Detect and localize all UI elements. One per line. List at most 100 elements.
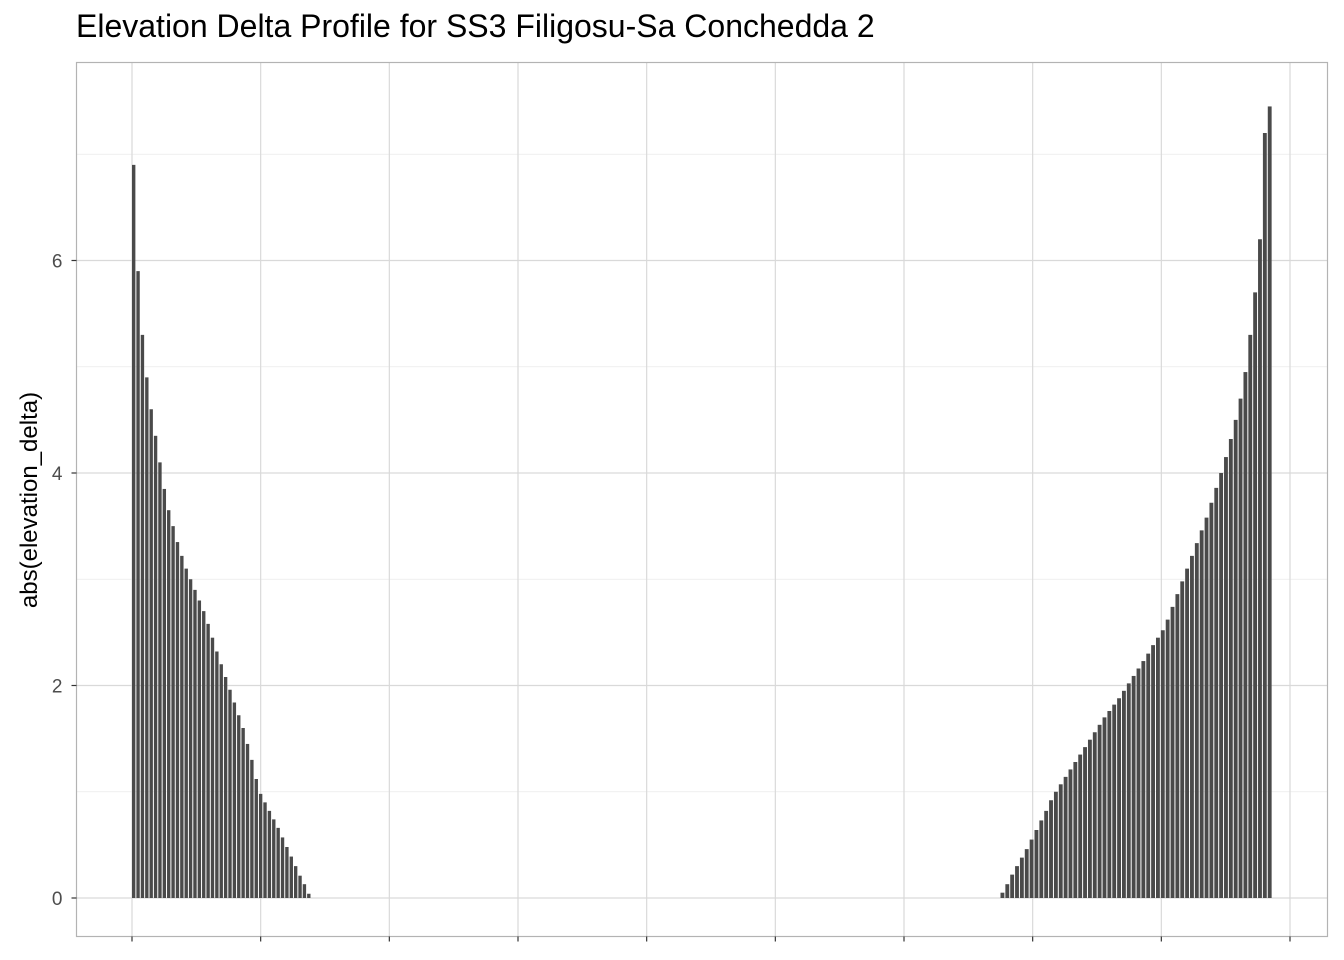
bar xyxy=(184,568,188,898)
bar xyxy=(1238,398,1243,898)
panel-border xyxy=(75,61,1329,938)
bar xyxy=(175,542,180,898)
bar xyxy=(250,759,254,898)
bar xyxy=(1146,653,1151,898)
bar xyxy=(1248,334,1253,898)
bar xyxy=(158,462,162,898)
bar xyxy=(1180,581,1185,898)
y-axis-title: abs(elevation_delta) xyxy=(16,392,43,608)
bar xyxy=(1068,769,1073,898)
bar xyxy=(1141,661,1146,898)
bar xyxy=(1190,555,1194,898)
bar xyxy=(298,875,302,898)
bar xyxy=(1000,892,1005,898)
bar xyxy=(1151,645,1156,898)
bar xyxy=(1160,630,1165,898)
bar xyxy=(1083,747,1087,898)
bar xyxy=(1078,754,1083,898)
bar xyxy=(1073,762,1078,898)
x-axis-ticks xyxy=(131,936,1291,942)
chart-title: Elevation Delta Profile for SS3 Filigosu… xyxy=(76,8,875,44)
bar xyxy=(1063,776,1068,898)
bar xyxy=(241,728,245,898)
bar xyxy=(267,810,272,898)
bar xyxy=(1165,619,1170,898)
bar xyxy=(1253,292,1258,898)
bar xyxy=(1121,690,1126,898)
y-tick-label: 2 xyxy=(52,677,63,698)
bar xyxy=(1131,675,1136,898)
y-tick-label: 4 xyxy=(52,464,63,485)
bar xyxy=(1015,866,1019,898)
bar xyxy=(1156,637,1160,898)
bar xyxy=(1126,683,1131,898)
bar xyxy=(1214,487,1219,898)
bar xyxy=(1019,857,1024,898)
bar xyxy=(167,510,171,898)
bar xyxy=(307,893,311,898)
bar xyxy=(188,579,193,898)
bar xyxy=(1219,473,1224,898)
bar xyxy=(228,689,232,898)
bar xyxy=(280,837,285,898)
bar xyxy=(1024,849,1029,898)
bar xyxy=(293,866,298,898)
bar xyxy=(289,856,293,898)
bar xyxy=(1209,502,1214,898)
bar xyxy=(1267,106,1272,898)
bar xyxy=(1243,372,1248,898)
bar xyxy=(1194,543,1199,898)
bar xyxy=(1136,668,1141,898)
bar xyxy=(140,334,145,898)
bar xyxy=(1058,784,1063,898)
bar xyxy=(272,819,276,898)
bar xyxy=(215,651,219,898)
bar xyxy=(245,743,250,898)
bar xyxy=(153,435,158,898)
bar xyxy=(1117,698,1121,898)
y-tick-label: 0 xyxy=(52,889,63,910)
bar xyxy=(1029,839,1034,898)
bar xyxy=(202,611,206,898)
bar xyxy=(1010,874,1015,898)
bar xyxy=(1185,568,1190,898)
bar xyxy=(232,702,237,898)
bar xyxy=(180,555,184,898)
bar xyxy=(254,779,258,898)
bar xyxy=(237,715,241,898)
bar xyxy=(1092,732,1097,898)
bar xyxy=(1005,884,1010,898)
bar xyxy=(1049,800,1053,898)
bar xyxy=(162,488,167,898)
bars xyxy=(132,106,1272,898)
bar xyxy=(1175,594,1180,898)
bar xyxy=(1228,439,1233,898)
bar xyxy=(1102,717,1107,898)
bar xyxy=(285,847,289,898)
bar xyxy=(149,409,153,898)
bar xyxy=(1039,820,1044,898)
bar xyxy=(1112,704,1117,898)
bar xyxy=(1262,133,1267,898)
bar xyxy=(1044,810,1049,898)
bar xyxy=(1199,530,1204,898)
bar xyxy=(145,377,149,898)
bar xyxy=(219,664,223,898)
y-axis-ticks: 0 2 4 6 xyxy=(52,252,77,910)
bar xyxy=(1258,239,1262,898)
y-tick-label: 6 xyxy=(52,252,63,273)
bar xyxy=(171,526,175,898)
bar xyxy=(1053,791,1058,898)
bar xyxy=(132,164,136,898)
bar xyxy=(276,827,280,898)
bar xyxy=(210,637,215,898)
bar xyxy=(1107,711,1112,898)
bar xyxy=(1097,724,1102,898)
bar xyxy=(223,677,228,898)
bar xyxy=(1170,606,1175,898)
bar xyxy=(1224,457,1228,898)
bar xyxy=(1233,419,1238,898)
bar xyxy=(136,271,140,898)
bar xyxy=(263,802,267,898)
